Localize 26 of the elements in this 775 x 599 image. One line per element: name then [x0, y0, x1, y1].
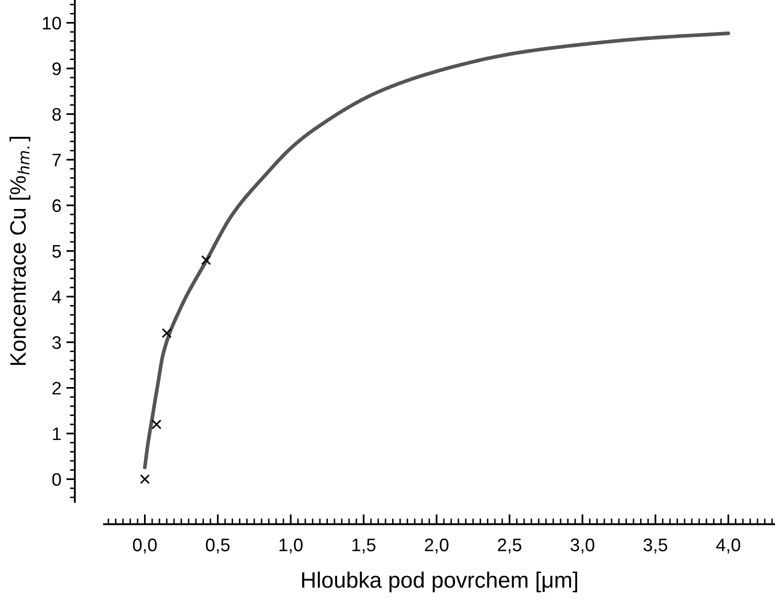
y-tick-label: 4 [52, 290, 62, 304]
x-tick-label: 2,5 [498, 538, 522, 554]
x-tick-label: 1,0 [280, 538, 303, 554]
x-tick-label: 2,0 [424, 538, 448, 554]
x-tick-label: 0,0 [133, 538, 157, 554]
y-tick-label: 7 [52, 154, 61, 166]
y-tick-label: 5 [52, 245, 61, 258]
x-axis-title: Hloubka pod povrchem [μm] [302, 572, 578, 592]
y-tick-label: 8 [52, 108, 61, 121]
y-tick-label: 1 [52, 428, 61, 440]
point [162, 328, 172, 338]
point [140, 474, 150, 484]
y-tick-label: 3 [52, 336, 61, 349]
y-tick-label: 2 [52, 382, 61, 394]
point [152, 419, 162, 430]
y-tick-label: 10 [42, 16, 61, 30]
x-tick-label: 4,0 [716, 538, 740, 554]
y-axis-title: Koncentrace Cu [%$_{hm.}$] [10, 136, 30, 365]
x-tick-label: 0,5 [206, 538, 230, 554]
x-tick-label: 3,0 [570, 538, 594, 554]
point [201, 255, 212, 266]
y-tick-label: 9 [52, 62, 61, 76]
x-tick-label: 1,5 [352, 538, 376, 554]
y-tick-label: 0 [52, 473, 61, 486]
x-tick-label: 3,5 [644, 538, 668, 554]
y-tick-label: 6 [52, 199, 61, 212]
